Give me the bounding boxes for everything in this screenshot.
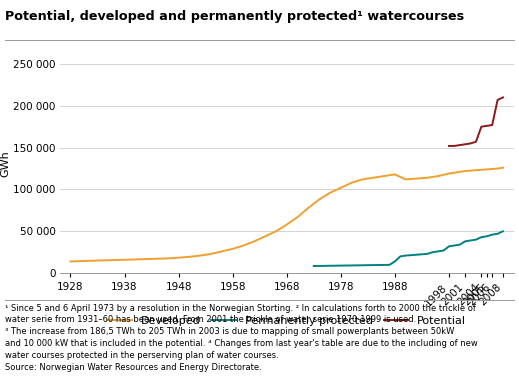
Developed	[484, 167, 490, 172]
Text: Potential, developed and permanently protected¹ watercourses: Potential, developed and permanently pro…	[5, 10, 465, 23]
Developed	[294, 215, 301, 219]
Developed	[327, 191, 333, 195]
Developed	[462, 169, 468, 173]
Permanently protected	[321, 264, 327, 268]
Potential	[478, 125, 484, 129]
Permanently protected	[311, 264, 317, 268]
Line: Developed: Developed	[71, 168, 503, 261]
Potential	[473, 139, 479, 144]
Developed	[251, 239, 257, 244]
Developed	[495, 166, 501, 171]
Permanently protected	[376, 263, 382, 267]
Permanently protected	[327, 264, 333, 268]
Developed	[154, 256, 160, 261]
Developed	[229, 246, 236, 251]
Permanently protected	[348, 263, 354, 268]
Line: Potential: Potential	[449, 97, 503, 146]
Developed	[348, 180, 354, 185]
Permanently protected	[408, 253, 414, 257]
Developed	[473, 168, 479, 173]
Permanently protected	[484, 234, 490, 239]
Permanently protected	[343, 263, 349, 268]
Developed	[338, 186, 344, 190]
Developed	[403, 177, 409, 182]
Permanently protected	[468, 238, 474, 243]
Permanently protected	[430, 250, 436, 254]
Potential	[462, 142, 468, 147]
Permanently protected	[446, 244, 452, 249]
Permanently protected	[365, 263, 371, 267]
Developed	[262, 234, 268, 239]
Line: Permanently protected: Permanently protected	[314, 231, 503, 266]
Potential	[495, 98, 501, 102]
Developed	[381, 174, 387, 178]
Developed	[413, 176, 419, 181]
Developed	[359, 177, 365, 182]
Y-axis label: GWh: GWh	[0, 150, 10, 177]
Permanently protected	[386, 262, 392, 267]
Developed	[370, 175, 376, 180]
Developed	[316, 197, 322, 202]
Permanently protected	[435, 249, 441, 254]
Permanently protected	[489, 232, 495, 237]
Potential	[484, 123, 490, 128]
Permanently protected	[478, 235, 484, 240]
Developed	[283, 222, 290, 227]
Developed	[186, 254, 193, 259]
Developed	[457, 170, 463, 174]
Permanently protected	[473, 237, 479, 242]
Developed	[218, 249, 225, 254]
Legend: Developed, Permanently protected, Potential: Developed, Permanently protected, Potent…	[107, 316, 466, 326]
Permanently protected	[381, 263, 387, 267]
Developed	[446, 171, 452, 176]
Developed	[175, 255, 182, 260]
Developed	[478, 167, 484, 172]
Developed	[143, 257, 149, 261]
Permanently protected	[403, 253, 409, 258]
Developed	[67, 259, 74, 264]
Permanently protected	[354, 263, 360, 268]
Permanently protected	[495, 231, 501, 236]
Developed	[435, 174, 441, 178]
Potential	[468, 141, 474, 146]
Developed	[392, 172, 398, 177]
Developed	[305, 206, 311, 210]
Permanently protected	[500, 229, 506, 233]
Developed	[111, 258, 117, 262]
Potential	[451, 144, 457, 148]
Developed	[78, 259, 85, 263]
Permanently protected	[457, 243, 463, 247]
Permanently protected	[338, 263, 344, 268]
Permanently protected	[441, 248, 447, 253]
Developed	[273, 229, 279, 233]
Permanently protected	[397, 254, 403, 259]
Permanently protected	[451, 243, 457, 248]
Developed	[132, 257, 139, 262]
Permanently protected	[462, 239, 468, 244]
Developed	[89, 259, 95, 263]
Potential	[446, 144, 452, 148]
Potential	[457, 143, 463, 147]
Developed	[240, 243, 247, 248]
Permanently protected	[370, 263, 376, 267]
Developed	[424, 175, 430, 180]
Permanently protected	[419, 252, 425, 257]
Developed	[197, 253, 203, 258]
Potential	[500, 95, 506, 100]
Permanently protected	[316, 264, 322, 268]
Potential	[489, 123, 495, 127]
Permanently protected	[359, 263, 365, 267]
Developed	[165, 256, 171, 261]
Developed	[468, 168, 474, 173]
Permanently protected	[413, 253, 419, 257]
Developed	[500, 165, 506, 170]
Permanently protected	[332, 264, 338, 268]
Developed	[489, 167, 495, 171]
Developed	[208, 252, 214, 256]
Permanently protected	[424, 252, 430, 256]
Developed	[100, 258, 106, 263]
Permanently protected	[392, 259, 398, 264]
Developed	[121, 257, 128, 262]
Text: ¹ Since 5 and 6 April 1973 by a resolution in the Norwegian Storting. ² In calcu: ¹ Since 5 and 6 April 1973 by a resoluti…	[5, 304, 478, 372]
